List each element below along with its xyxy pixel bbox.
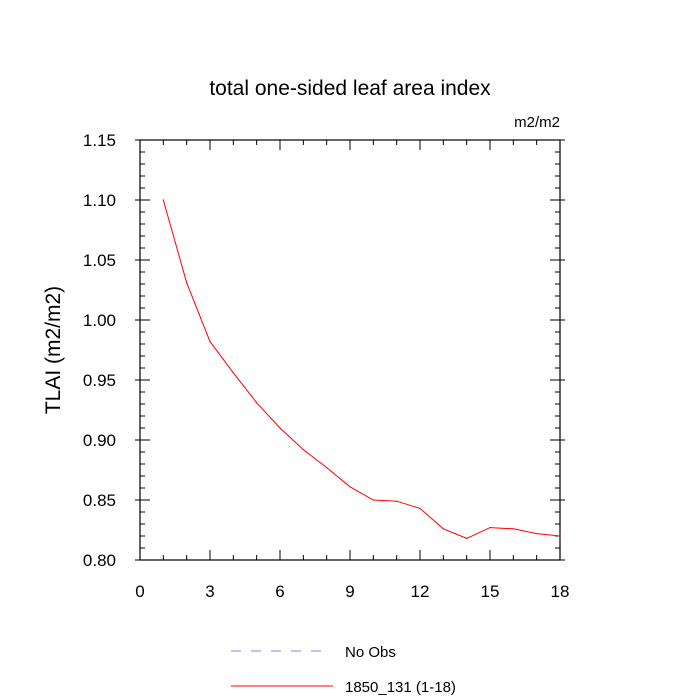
legend-label: 1850_131 (1-18) — [345, 679, 456, 696]
series-point — [396, 500, 398, 502]
y-tick-label: 0.90 — [83, 431, 116, 450]
y-tick-label: 1.05 — [83, 251, 116, 270]
series-point — [302, 449, 304, 451]
series-lines — [162, 199, 561, 540]
series-point — [186, 282, 188, 284]
series-point — [466, 537, 468, 540]
series-point — [256, 402, 258, 404]
legend-label: No Obs — [345, 644, 396, 661]
y-tick-label: 0.80 — [83, 551, 116, 570]
y-tick-label: 1.00 — [83, 311, 116, 330]
plot-frame — [139, 139, 561, 561]
series-point — [232, 372, 234, 374]
y-axis-label: TLAI (m2/m2) — [42, 286, 65, 414]
series-point — [372, 499, 374, 501]
series-point — [279, 427, 281, 429]
series-point — [162, 199, 164, 201]
series-line-1850-131 — [162, 199, 561, 539]
x-tick-label: 6 — [275, 582, 284, 601]
series-point — [326, 467, 328, 469]
y-tick-labels: 0.80 0.85 0.90 0.95 1.00 1.05 1.10 1.15 — [83, 131, 116, 570]
series-point — [489, 527, 491, 529]
y-tick-label: 0.95 — [83, 371, 116, 390]
y-tick-label: 1.15 — [83, 131, 116, 150]
x-tick-label: 18 — [551, 582, 570, 601]
series-point — [536, 533, 538, 535]
series-point — [349, 486, 351, 488]
x-tick-label: 12 — [411, 582, 430, 601]
x-tick-label: 9 — [345, 582, 354, 601]
series-point — [419, 507, 421, 509]
units-label: m2/m2 — [514, 114, 560, 131]
series-point — [559, 535, 561, 537]
axis-ticks — [135, 139, 565, 561]
series-point — [512, 528, 514, 530]
x-tick-label: 3 — [205, 582, 214, 601]
y-tick-label: 0.85 — [83, 491, 116, 510]
x-tick-labels: 0 3 6 9 12 15 18 — [135, 582, 569, 601]
legend: No Obs 1850_131 (1-18) — [231, 644, 456, 696]
y-tick-label: 1.10 — [83, 191, 116, 210]
series-point — [442, 528, 444, 530]
x-tick-label: 0 — [135, 582, 144, 601]
series-point — [209, 341, 211, 343]
chart-title: total one-sided leaf area index — [209, 77, 491, 100]
x-tick-label: 15 — [481, 582, 500, 601]
